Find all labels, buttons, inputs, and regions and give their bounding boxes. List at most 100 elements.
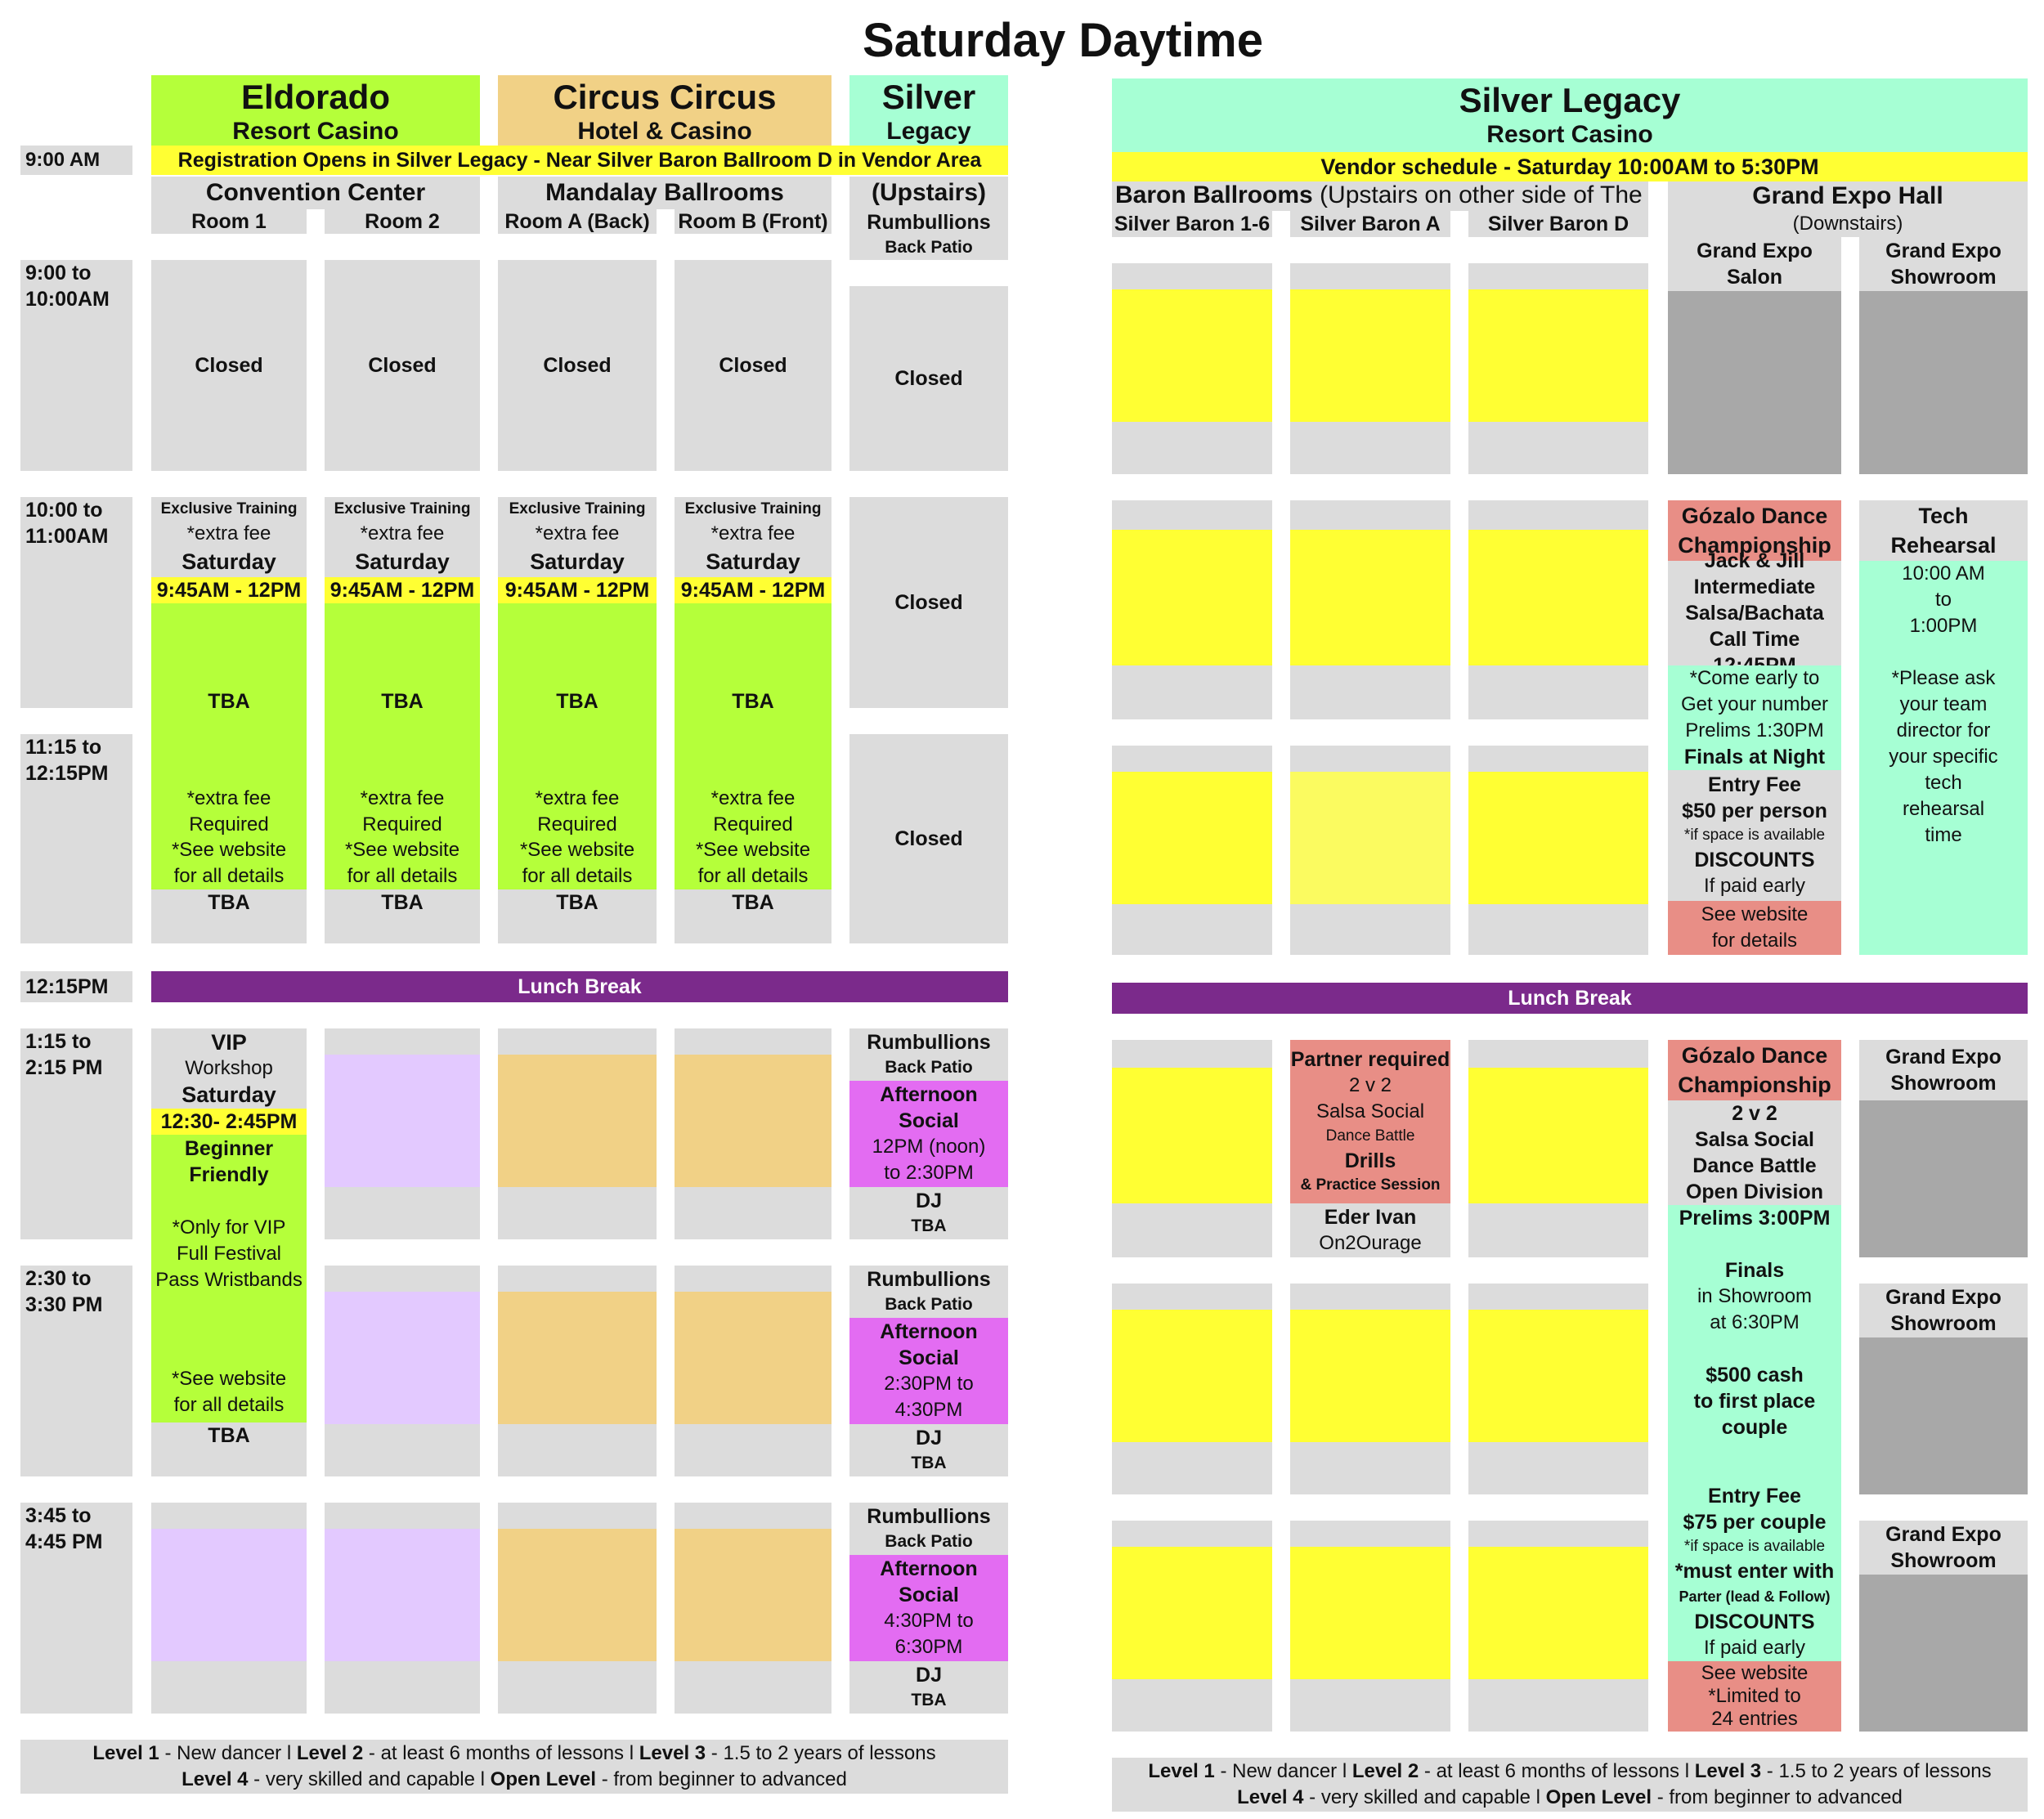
room-1-header: Room 1 <box>151 209 307 234</box>
social-time-1: 12PM (noon) <box>872 1136 986 1158</box>
vendor-slot <box>1290 746 1450 955</box>
back-patio-label: Back Patio <box>885 1295 973 1314</box>
training-tba: TBA <box>732 690 774 713</box>
training-time: 9:45AM - 12PM <box>675 577 831 603</box>
gozalo-line: Open Division <box>1685 1181 1824 1203</box>
vendor-slot <box>1112 263 1272 474</box>
partner-line: 2 v 2 <box>1348 1074 1392 1096</box>
gozalo-line: Entry Fee <box>1708 1485 1801 1508</box>
vip-body: Beginner Friendly *Only for VIP Full Fes… <box>151 1135 307 1422</box>
empty-slot <box>325 1266 480 1476</box>
showroom-closed-block <box>1859 1575 2028 1732</box>
vip-title: VIP <box>211 1030 247 1055</box>
vip-only: *Only for VIP <box>172 1216 286 1239</box>
salon-line-2: Salon <box>1726 266 1783 289</box>
training-block-room-1: Exclusive Training *extra fee Saturday 9… <box>151 497 307 943</box>
legend-level-1: Level 1 <box>1148 1760 1215 1782</box>
afternoon-social-slot-3: Rumbullions Back Patio Afternoon Social … <box>849 1503 1008 1714</box>
training-see: *See website <box>344 838 460 861</box>
gozalo-line: See website <box>1701 1662 1809 1684</box>
showroom-slot-3: Grand Expo Showroom <box>1859 1521 2028 1732</box>
vendor-schedule-banner: Vendor schedule - Saturday 10:00AM to 5:… <box>1112 152 2028 181</box>
slot-fill <box>675 1292 831 1424</box>
training-required: Required <box>362 813 442 836</box>
time-line: 10:00 to <box>25 499 103 522</box>
training-block-room-b: Exclusive Training *extra fee Saturday 9… <box>675 497 831 943</box>
training-time: 9:45AM - 12PM <box>498 577 657 603</box>
rumbullions-label: Rumbullions <box>867 211 991 234</box>
gozalo-line: to first place <box>1693 1390 1816 1413</box>
showroom-closed-block <box>1859 1337 2028 1494</box>
training-fee: *extra fee <box>535 522 620 544</box>
social-title-2: Social <box>899 1109 959 1132</box>
venue-eldorado: Eldorado Resort Casino <box>151 75 480 149</box>
tech-line: to <box>1934 589 1952 611</box>
partner-line: Partner required <box>1290 1048 1450 1071</box>
vendor-slot <box>1112 1284 1272 1494</box>
gozalo-championship-block-2: Gózalo Dance Championship 2 v 2 Salsa So… <box>1668 1040 1841 1732</box>
gozalo-title-box: Gózalo Dance Championship <box>1668 500 1841 561</box>
training-head: Exclusive Training <box>509 500 646 517</box>
showroom-line-1: Grand Expo <box>1885 240 2001 262</box>
slot-fill <box>1468 1547 1648 1679</box>
training-fee: *extra fee <box>710 522 796 544</box>
upstairs-header: (Upstairs) <box>849 177 1008 209</box>
vendor-slot <box>1468 746 1648 955</box>
page-title: Saturday Daytime <box>863 13 1263 67</box>
gozalo-line: *Limited to <box>1708 1685 1801 1707</box>
vip-time: 12:30- 2:45PM <box>151 1109 307 1135</box>
gozalo-line: Salsa/Bachata <box>1685 602 1824 625</box>
slot-fill <box>498 1529 657 1661</box>
training-head: Exclusive Training <box>160 500 298 517</box>
training-head: Exclusive Training <box>684 500 822 517</box>
gozalo-line: Parter (lead & Follow) <box>1679 1588 1831 1605</box>
tech-line: tech <box>1925 772 1962 794</box>
social-title-1: Afternoon <box>880 1320 978 1343</box>
slot-fill <box>1290 1310 1450 1442</box>
vendor-slot <box>1112 1521 1272 1732</box>
gozalo-title-2: Championship <box>1678 533 1831 558</box>
showroom-line-2: Showroom <box>1890 1312 1997 1335</box>
social-box: Afternoon Social 12PM (noon) to 2:30PM <box>849 1081 1008 1187</box>
rumbullions-header: Rumbullions Back Patio <box>849 209 1008 260</box>
training-details: for all details <box>173 864 285 887</box>
vendor-slot <box>1290 500 1450 719</box>
slot-fill <box>1290 289 1450 422</box>
gozalo-line: See website <box>1701 903 1809 925</box>
partner-line: Dance Battle <box>1325 1127 1415 1145</box>
slot-fill <box>1112 289 1272 422</box>
legend-line-1: Level 1 - New dancer l Level 2 - at leas… <box>92 1741 935 1767</box>
vendor-slot <box>1468 1521 1648 1732</box>
slot-fill <box>1290 530 1450 665</box>
partner-box: Partner required 2 v 2 Salsa Social Danc… <box>1290 1040 1450 1203</box>
legend-level-1: Level 1 <box>92 1742 159 1764</box>
gozalo-line: Get your number <box>1680 693 1829 715</box>
tech-line: time <box>1925 824 1962 846</box>
social-time-2: 6:30PM <box>894 1636 963 1658</box>
legend-line-1: Level 1 - New dancer l Level 2 - at leas… <box>1148 1759 1991 1785</box>
gozalo-line: Jack & Jill <box>1704 549 1805 572</box>
silver-baron-d-header: Silver Baron D <box>1468 211 1648 237</box>
training-body: TBA *extra fee Required *See website for… <box>325 603 480 889</box>
closed-cell: Closed <box>498 260 657 471</box>
vip-friendly: Friendly <box>189 1163 269 1186</box>
baron-ballrooms-note: (Upstairs on other side of The l <box>1312 181 1648 208</box>
venue-sub: Hotel & Casino <box>577 118 752 145</box>
training-tba: TBA <box>381 690 424 713</box>
training-block-room-2: Exclusive Training *extra fee Saturday 9… <box>325 497 480 943</box>
time-line: 9:00 to <box>25 262 92 284</box>
showroom-line-2: Showroom <box>1890 1072 1997 1095</box>
gozalo-line: If paid early <box>1703 875 1806 897</box>
gozalo-line: DISCOUNTS <box>1694 1611 1815 1633</box>
training-tba2: TBA <box>208 891 250 914</box>
gozalo-line: 2 v 2 <box>1732 1102 1777 1125</box>
tech-line: your team <box>1899 693 1988 715</box>
venue-name: Eldorado <box>240 78 390 116</box>
gozalo-line: Finals at Night <box>1683 746 1826 768</box>
closed-cell: Closed <box>325 260 480 471</box>
legend-level-3: Level 3 <box>1694 1760 1762 1782</box>
legend-text: - very skilled and capable l <box>248 1768 491 1790</box>
gozalo-line: $500 cash <box>1706 1364 1804 1387</box>
vip-pass2: Pass Wristbands <box>155 1269 303 1291</box>
time-line: 2:30 to <box>25 1267 92 1290</box>
